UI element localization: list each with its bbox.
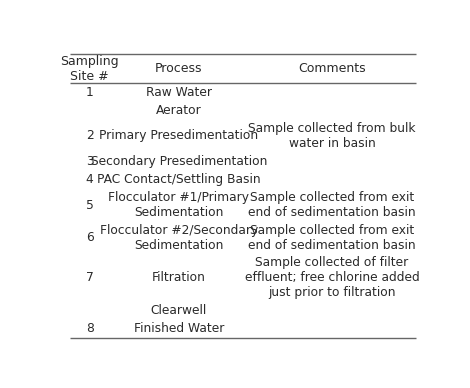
Text: 3: 3 [86, 155, 94, 168]
Text: Raw Water: Raw Water [146, 86, 212, 99]
Text: Aerator: Aerator [156, 104, 202, 117]
Text: Sample collected of filter
effluent; free chlorine added
just prior to filtratio: Sample collected of filter effluent; fre… [244, 256, 419, 299]
Text: 8: 8 [86, 322, 94, 335]
Text: Sampling
Site #: Sampling Site # [61, 55, 119, 83]
Text: Filtration: Filtration [152, 271, 206, 284]
Text: Sample collected from bulk
water in basin: Sample collected from bulk water in basi… [248, 122, 415, 150]
Text: Finished Water: Finished Water [134, 322, 224, 335]
Text: Sample collected from exit
end of sedimentation basin: Sample collected from exit end of sedime… [248, 191, 416, 219]
Text: 6: 6 [86, 231, 94, 244]
Text: Sample collected from exit
end of sedimentation basin: Sample collected from exit end of sedime… [248, 224, 416, 252]
Text: 1: 1 [86, 86, 94, 99]
Text: Flocculator #1/Primary
Sedimentation: Flocculator #1/Primary Sedimentation [109, 191, 250, 219]
Text: Clearwell: Clearwell [151, 304, 207, 317]
Text: PAC Contact/Settling Basin: PAC Contact/Settling Basin [97, 173, 261, 186]
Text: Flocculator #2/Secondary
Sedimentation: Flocculator #2/Secondary Sedimentation [100, 224, 258, 252]
Text: 2: 2 [86, 130, 94, 142]
Text: Primary Presedimentation: Primary Presedimentation [99, 130, 259, 142]
Text: Secondary Presedimentation: Secondary Presedimentation [91, 155, 267, 168]
Text: 4: 4 [86, 173, 94, 186]
Text: 7: 7 [86, 271, 94, 284]
Text: Comments: Comments [298, 62, 366, 75]
Text: Process: Process [155, 62, 203, 75]
Text: 5: 5 [86, 199, 94, 211]
